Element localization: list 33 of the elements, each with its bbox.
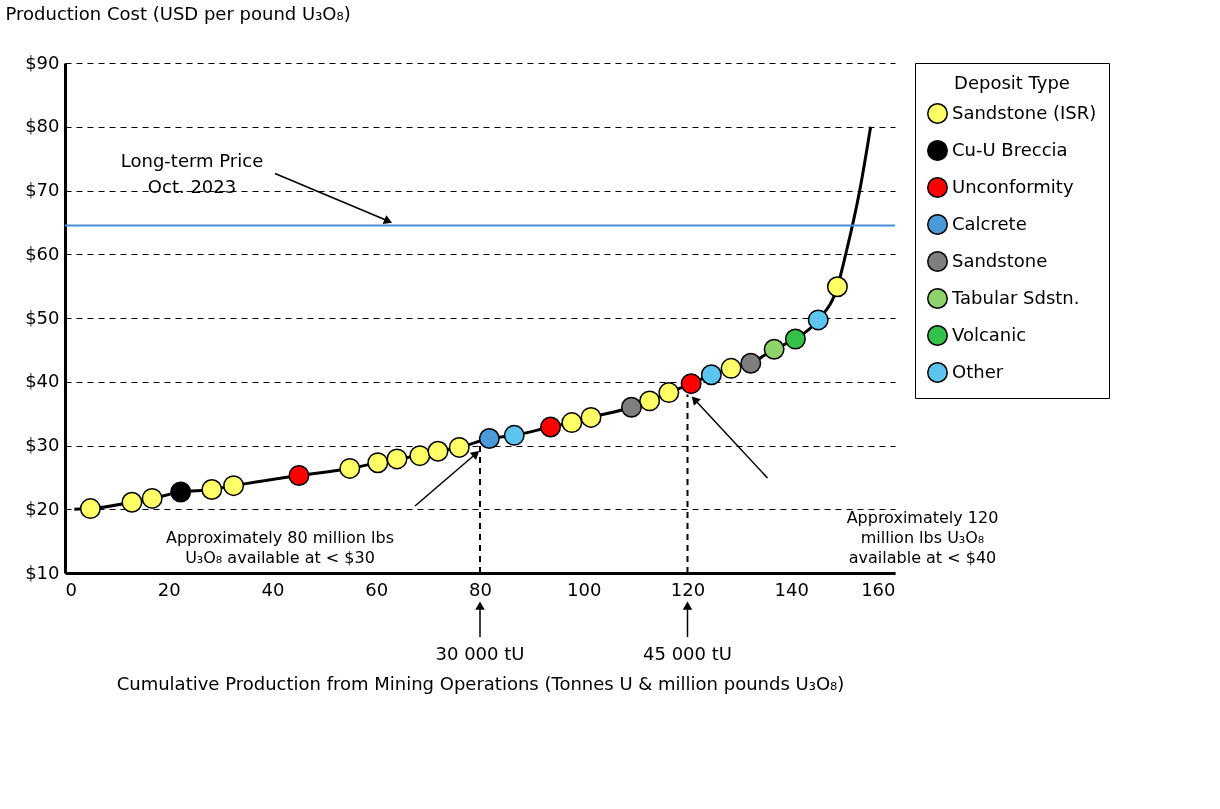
y-tick-label: $10 xyxy=(25,561,60,583)
y-tick-label: $50 xyxy=(25,306,60,328)
x-tick-label: 120 xyxy=(670,578,706,600)
x-tick-label: 80 xyxy=(469,578,492,600)
legend-label: Volcanic xyxy=(952,323,1027,345)
x-tick-label: 140 xyxy=(774,578,809,600)
y-tick-label: $90 xyxy=(25,51,60,73)
x-tick-label: 100 xyxy=(567,578,602,600)
text: 30 000 tU xyxy=(435,643,525,664)
x-tick-label: 40 xyxy=(261,578,285,600)
annotation: Approximately 120 million lbs U₃O₈ available at < $40 xyxy=(846,508,999,567)
text: 45 000 tU xyxy=(643,643,732,664)
y-tick-label: $60 xyxy=(25,242,60,264)
y-tick-label: $20 xyxy=(25,497,60,519)
legend-title: Deposit Type xyxy=(954,72,1070,93)
legend-label: Tabular Sdstn. xyxy=(951,286,1080,308)
legend-label: Other xyxy=(952,360,1004,382)
x-tick-label: 60 xyxy=(365,578,389,600)
x-tick-label: 0 xyxy=(65,578,77,600)
legend-label: Cu-U Breccia xyxy=(952,138,1068,160)
legend-label: Unconformity xyxy=(952,175,1074,197)
y-tick-label: $40 xyxy=(25,370,60,392)
x-tick-label: 160 xyxy=(861,578,896,600)
x-tick-label: 20 xyxy=(157,578,181,600)
legend-label: Sandstone xyxy=(952,249,1048,271)
legend-label: Sandstone (ISR) xyxy=(952,101,1097,123)
legend-label: Calcrete xyxy=(952,212,1027,234)
x-axis-title: Cumulative Production from Mining Operations (Tonnes U & million pounds U₃O₈) xyxy=(116,672,845,694)
y-tick-label: $80 xyxy=(25,115,60,137)
y-axis-title: Production Cost (USD per pound U₃O₈) xyxy=(5,2,351,24)
y-tick-label: $70 xyxy=(25,179,60,200)
y-tick-label: $30 xyxy=(25,434,60,455)
annotation: Approximately 80 million lbs U₃O₈ available at < $30 xyxy=(166,528,394,567)
